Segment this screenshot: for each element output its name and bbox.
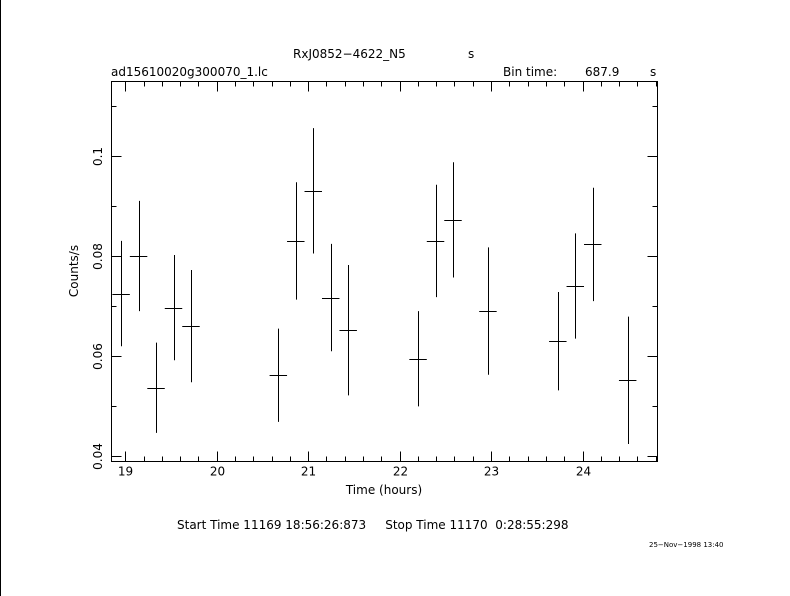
y-tick-label: 0.06 bbox=[91, 343, 105, 370]
axis-ticks bbox=[111, 81, 658, 462]
x-tick-label: 19 bbox=[118, 465, 133, 479]
file-name: ad15610020g300070_1.lc bbox=[111, 65, 268, 79]
object-unit: s bbox=[468, 47, 474, 61]
data-point bbox=[321, 243, 340, 352]
data-points bbox=[112, 128, 637, 444]
y-tick-label: 0.1 bbox=[91, 147, 105, 166]
x-tick-label: 23 bbox=[484, 465, 499, 479]
data-point bbox=[566, 233, 585, 339]
x-tick-labels: 19 20 21 22 23 24 bbox=[118, 465, 591, 479]
data-point bbox=[339, 264, 357, 396]
y-tick-label: 0.04 bbox=[91, 443, 105, 470]
data-point bbox=[269, 328, 288, 422]
data-point bbox=[287, 182, 305, 300]
y-axis-label: Counts/s bbox=[67, 245, 81, 297]
timestamp: 25−Nov−1998 13:40 bbox=[649, 541, 724, 549]
data-point bbox=[584, 187, 602, 302]
bin-time-label: Bin time: bbox=[503, 65, 557, 79]
x-tick-label: 22 bbox=[393, 465, 408, 479]
window-left-border bbox=[0, 0, 1, 596]
data-point bbox=[182, 269, 200, 383]
x-tick-label: 24 bbox=[576, 465, 591, 479]
data-point bbox=[409, 311, 427, 407]
x-tick-label: 21 bbox=[301, 465, 316, 479]
data-point bbox=[147, 342, 165, 433]
data-point bbox=[479, 247, 497, 375]
bin-time-unit: s bbox=[650, 65, 656, 79]
x-axis-label: Time (hours) bbox=[345, 483, 422, 497]
y-tick-label: 0.08 bbox=[91, 243, 105, 270]
data-point bbox=[549, 292, 567, 391]
data-point bbox=[304, 128, 322, 254]
bin-time-value: 687.9 bbox=[585, 65, 619, 79]
data-point bbox=[426, 184, 445, 298]
data-point bbox=[164, 254, 183, 361]
x-tick-label: 20 bbox=[210, 465, 225, 479]
y-tick-labels: 0.04 0.06 0.08 0.1 bbox=[91, 147, 105, 470]
data-point bbox=[444, 162, 462, 278]
object-name: RxJ0852−4622_N5 bbox=[293, 47, 406, 61]
start-stop-time: Start Time 11169 18:56:26:873 Stop Time … bbox=[177, 518, 569, 532]
plot-frame bbox=[111, 81, 658, 462]
data-point bbox=[618, 316, 637, 444]
data-point bbox=[129, 200, 148, 312]
data-point bbox=[112, 240, 130, 347]
